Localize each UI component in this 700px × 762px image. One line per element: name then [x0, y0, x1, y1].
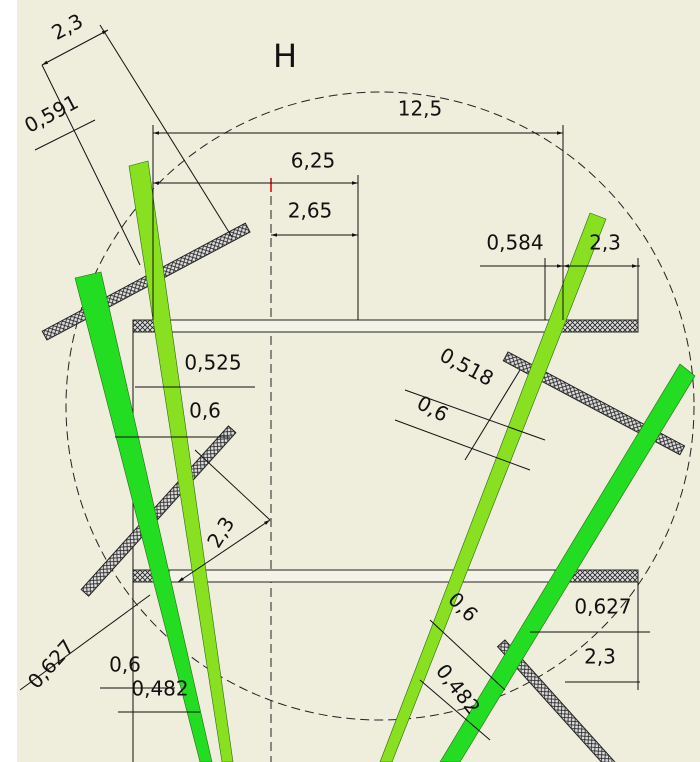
dimension: 2,3 [584, 645, 616, 669]
dimension: 2,3 [589, 231, 621, 255]
dimension: 0,6 [189, 399, 221, 423]
dimension: 2,65 [288, 199, 333, 223]
detail-view: H 12,5 6,25 2,65 2,3 0,591 0,584 2,3 0,5… [0, 0, 700, 762]
dimension: 0,6 [109, 653, 141, 677]
margin [0, 0, 17, 762]
dimension: 12,5 [398, 97, 443, 121]
view-label: H [273, 37, 297, 75]
dimension: 0,482 [131, 677, 188, 701]
dimension: 0,627 [574, 595, 631, 619]
dimension: 0,584 [486, 231, 543, 255]
dimension: 0,525 [184, 351, 241, 375]
dimension: 6,25 [291, 149, 336, 173]
